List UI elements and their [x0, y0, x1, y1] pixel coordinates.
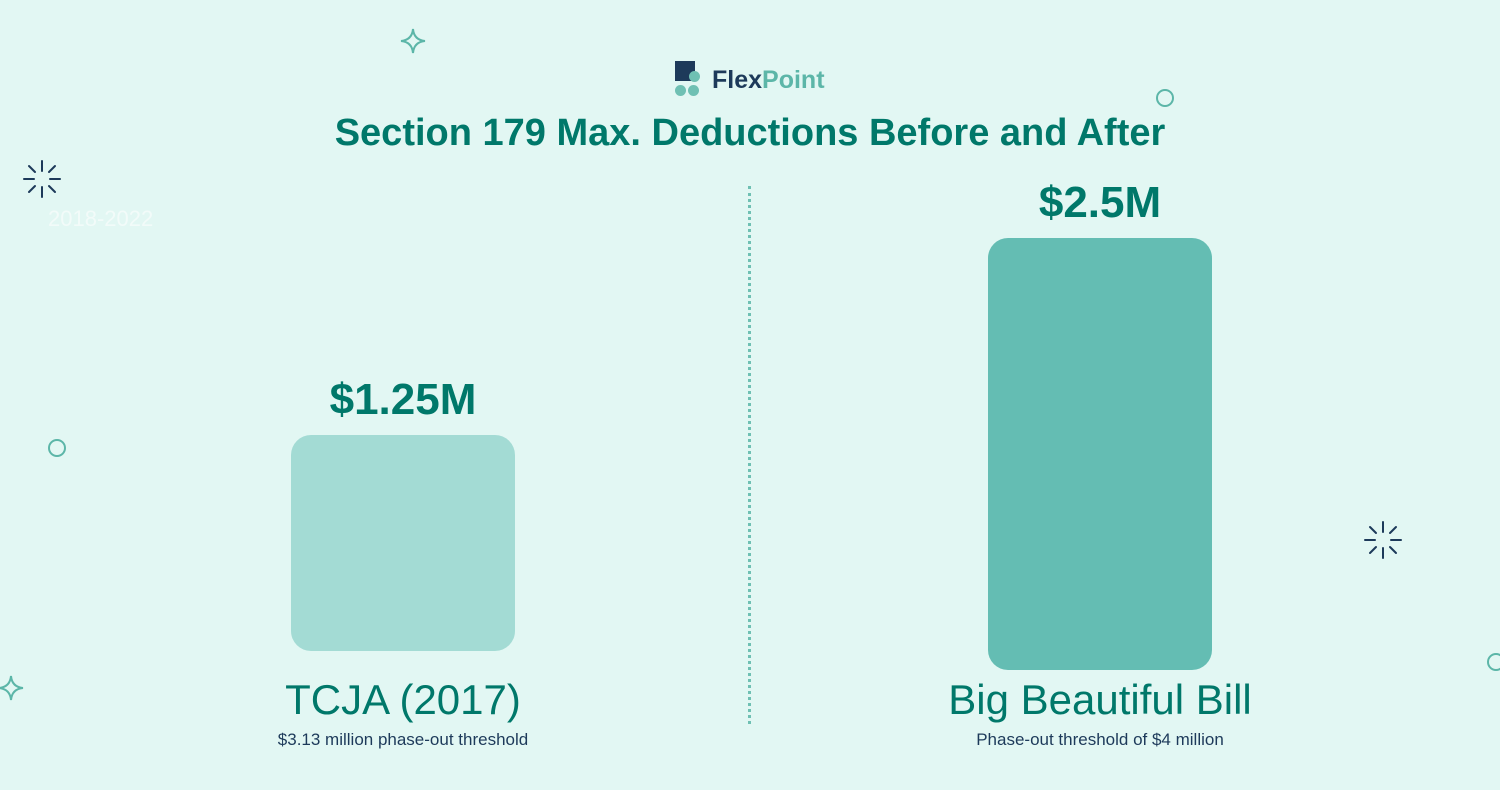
sparkle-star-icon [400, 28, 426, 54]
value-label-tcja: $1.25M [329, 375, 477, 424]
ring-icon [1487, 653, 1500, 671]
ring-icon [48, 439, 66, 457]
burst-icon [1364, 521, 1402, 559]
brand-name: FlexPoint [712, 66, 825, 95]
value-label-big-beautiful-bill: $2.5M [1038, 178, 1162, 227]
bar-big-beautiful-bill [988, 238, 1212, 670]
brand-name-part1: Flex [712, 65, 763, 94]
sparkle-star-icon [0, 675, 24, 701]
subtitle-big-beautiful-bill: Phase-out threshold of $4 million [976, 730, 1224, 749]
subtitle-tcja: $3.13 million phase-out threshold [277, 730, 529, 749]
flexpoint-logo-icon [672, 60, 702, 100]
category-label-tcja: TCJA (2017) [285, 676, 521, 723]
brand-name-part2: Point [762, 65, 825, 94]
center-divider [748, 186, 751, 724]
burst-icon [23, 160, 61, 198]
ring-icon [1156, 89, 1174, 107]
faded-period-label: 2018-2022 [48, 206, 154, 231]
brand-logo: FlexPoint [672, 60, 825, 100]
chart-title: Section 179 Max. Deductions Before and A… [334, 112, 1166, 154]
category-label-big-beautiful-bill: Big Beautiful Bill [948, 676, 1252, 723]
bar-tcja [291, 435, 515, 651]
